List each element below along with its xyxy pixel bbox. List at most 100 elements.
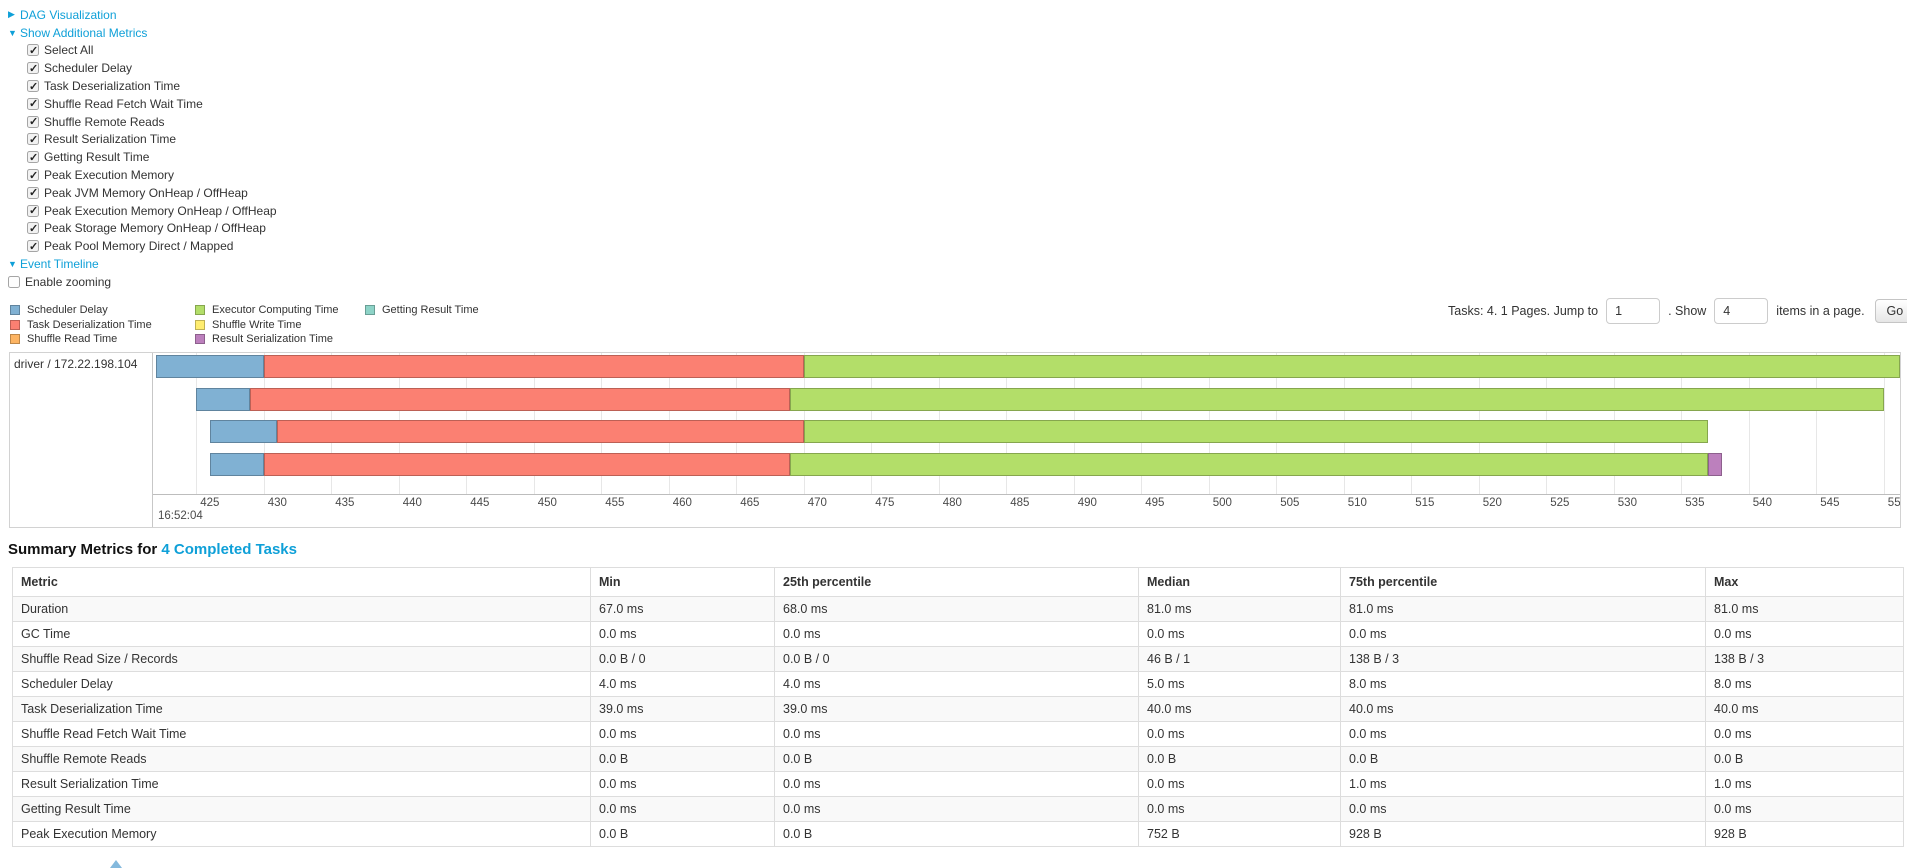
event-timeline-toggle[interactable]: ▼ Event Timeline xyxy=(8,255,277,273)
metric-checkbox[interactable] xyxy=(27,240,39,253)
timeline-task-segment-task_deserialization[interactable] xyxy=(263,355,804,378)
legend-color-swatch xyxy=(10,319,20,330)
timeline-task-segment-scheduler_delay[interactable] xyxy=(155,355,264,378)
timeline-legend: Scheduler Delay Task Deserialization Time… xyxy=(10,303,479,347)
summary-value-cell: 40.0 ms xyxy=(1705,696,1904,722)
timeline-start-time-label: 16:52:04 xyxy=(158,510,203,522)
summary-col-header: 25th percentile xyxy=(774,567,1139,597)
timeline-task-segment-task_deserialization[interactable] xyxy=(250,388,791,411)
legend-item: Scheduler Delay xyxy=(10,303,195,318)
summary-value-cell: 0.0 B xyxy=(590,821,775,847)
metric-checkbox[interactable] xyxy=(27,97,39,110)
show-additional-metrics-link[interactable]: Show Additional Metrics xyxy=(20,25,148,40)
timeline-tick-label: 435 xyxy=(335,497,355,509)
summary-value-cell: 0.0 ms xyxy=(1340,721,1706,747)
summary-value-cell: 0.0 ms xyxy=(1340,796,1706,822)
timeline-task-segment-scheduler_delay[interactable] xyxy=(196,388,251,411)
timeline-task-segment-executor_computing[interactable] xyxy=(790,453,1709,476)
summary-table-row: Shuffle Read Size / Records 0.0 B / 0 0.0 … xyxy=(12,646,1904,672)
legend-item: Result Serialization Time xyxy=(195,332,365,347)
expanded-arrow-icon: ▼ xyxy=(8,259,17,270)
tasks-count-text: Tasks: 4. 1 Pages. Jump to xyxy=(1448,304,1599,318)
metric-checkbox[interactable] xyxy=(27,169,39,182)
items-per-page-input[interactable] xyxy=(1714,298,1769,324)
timeline-task-segment-scheduler_delay[interactable] xyxy=(209,420,278,443)
metric-checkbox[interactable] xyxy=(27,222,39,235)
jump-to-page-input[interactable] xyxy=(1606,298,1661,324)
metric-checkbox[interactable] xyxy=(27,204,39,217)
summary-value-cell: 138 B / 3 xyxy=(1340,646,1706,672)
timeline-task-segment-scheduler_delay[interactable] xyxy=(209,453,264,476)
metric-checkbox[interactable] xyxy=(27,133,39,146)
summary-value-cell: 0.0 ms xyxy=(1138,796,1341,822)
timeline-tick-label: 475 xyxy=(875,497,895,509)
metric-checkbox-row: Result Serialization Time xyxy=(27,131,277,149)
summary-value-cell: 4.0 ms xyxy=(774,671,1139,697)
event-timeline-link[interactable]: Event Timeline xyxy=(20,257,99,272)
summary-value-cell: 0.0 B / 0 xyxy=(774,646,1139,672)
timeline-task-segment-executor_computing[interactable] xyxy=(803,355,1900,378)
timeline-tick-label: 440 xyxy=(402,497,422,509)
timeline-tick-label: 450 xyxy=(537,497,557,509)
summary-value-cell: 40.0 ms xyxy=(1138,696,1341,722)
summary-value-cell: 0.0 ms xyxy=(590,796,775,822)
metric-checkbox-label: Peak Pool Memory Direct / Mapped xyxy=(44,239,234,254)
expanded-arrow-icon: ▼ xyxy=(8,27,17,38)
completed-tasks-link[interactable]: 4 Completed Tasks xyxy=(161,541,297,558)
metric-checkbox-list: Select All Scheduler Delay Task Deserializ… xyxy=(8,42,277,256)
timeline-tick-label: 460 xyxy=(672,497,692,509)
summary-metric-name-cell: Scheduler Delay xyxy=(12,671,591,697)
timeline-task-segment-result_serialization[interactable] xyxy=(1708,453,1722,476)
enable-zooming-checkbox[interactable] xyxy=(8,275,20,288)
metric-checkbox-row: Shuffle Remote Reads xyxy=(27,113,277,131)
metric-checkbox[interactable] xyxy=(27,186,39,199)
metric-checkbox-label: Getting Result Time xyxy=(44,150,150,165)
legend-color-swatch xyxy=(195,334,205,345)
metric-checkbox[interactable] xyxy=(27,44,39,57)
legend-color-swatch xyxy=(365,305,375,316)
metric-checkbox[interactable] xyxy=(27,80,39,93)
summary-metric-name-cell: Task Deserialization Time xyxy=(12,696,591,722)
timeline-gridline xyxy=(1816,353,1818,494)
summary-value-cell: 0.0 B xyxy=(1340,746,1706,772)
summary-value-cell: 0.0 ms xyxy=(1138,771,1341,797)
timeline-tick-label: 465 xyxy=(740,497,760,509)
timeline-task-segment-executor_computing[interactable] xyxy=(803,420,1709,443)
summary-value-cell: 81.0 ms xyxy=(1705,596,1904,622)
summary-metrics-table: Metric Min 25th percentile Median 75th perce… xyxy=(12,567,1904,847)
summary-col-header: Min xyxy=(590,567,775,597)
summary-title-prefix: Summary Metrics for xyxy=(8,541,162,558)
show-additional-metrics-toggle[interactable]: ▼ Show Additional Metrics xyxy=(8,24,277,42)
summary-value-cell: 81.0 ms xyxy=(1340,596,1706,622)
summary-value-cell: 81.0 ms xyxy=(1138,596,1341,622)
legend-item: Executor Computing Time xyxy=(195,303,365,318)
dag-visualization-link[interactable]: DAG Visualization xyxy=(20,7,117,22)
legend-item-label: Task Deserialization Time xyxy=(27,318,152,331)
timeline-task-segment-executor_computing[interactable] xyxy=(790,388,1884,411)
metric-checkbox[interactable] xyxy=(27,151,39,164)
timeline-task-segment-task_deserialization[interactable] xyxy=(263,453,791,476)
summary-value-cell: 0.0 B xyxy=(774,821,1139,847)
summary-table-row: Duration 67.0 ms 68.0 ms 81.0 ms 81.0 ms 81.0… xyxy=(12,596,1904,622)
metric-checkbox[interactable] xyxy=(27,62,39,75)
summary-table-row: Result Serialization Time 0.0 ms 0.0 ms 0.0… xyxy=(12,771,1904,797)
dag-visualization-toggle[interactable]: ▶ DAG Visualization xyxy=(8,6,277,24)
summary-table-row: Shuffle Read Fetch Wait Time 0.0 ms 0.0 ms… xyxy=(12,721,1904,747)
summary-header-row: Metric Min 25th percentile Median 75th perce… xyxy=(12,567,1904,597)
legend-color-swatch xyxy=(195,305,205,316)
metric-checkbox[interactable] xyxy=(27,115,39,128)
summary-metric-name-cell: GC Time xyxy=(12,621,591,647)
summary-value-cell: 0.0 B xyxy=(774,746,1139,772)
collapsed-arrow-icon: ▶ xyxy=(8,9,15,20)
go-button[interactable]: Go xyxy=(1874,299,1907,323)
summary-metric-name-cell: Duration xyxy=(12,596,591,622)
timeline-tick-label: 470 xyxy=(807,497,827,509)
timeline-tick-label: 550 xyxy=(1887,497,1900,509)
timeline-task-segment-task_deserialization[interactable] xyxy=(277,420,804,443)
metric-checkbox-row: Scheduler Delay xyxy=(27,59,277,77)
summary-value-cell: 8.0 ms xyxy=(1340,671,1706,697)
timeline-tick-label: 505 xyxy=(1280,497,1300,509)
legend-item-label: Getting Result Time xyxy=(382,304,479,317)
legend-color-swatch xyxy=(10,305,20,316)
summary-value-cell: 46 B / 1 xyxy=(1138,646,1341,672)
